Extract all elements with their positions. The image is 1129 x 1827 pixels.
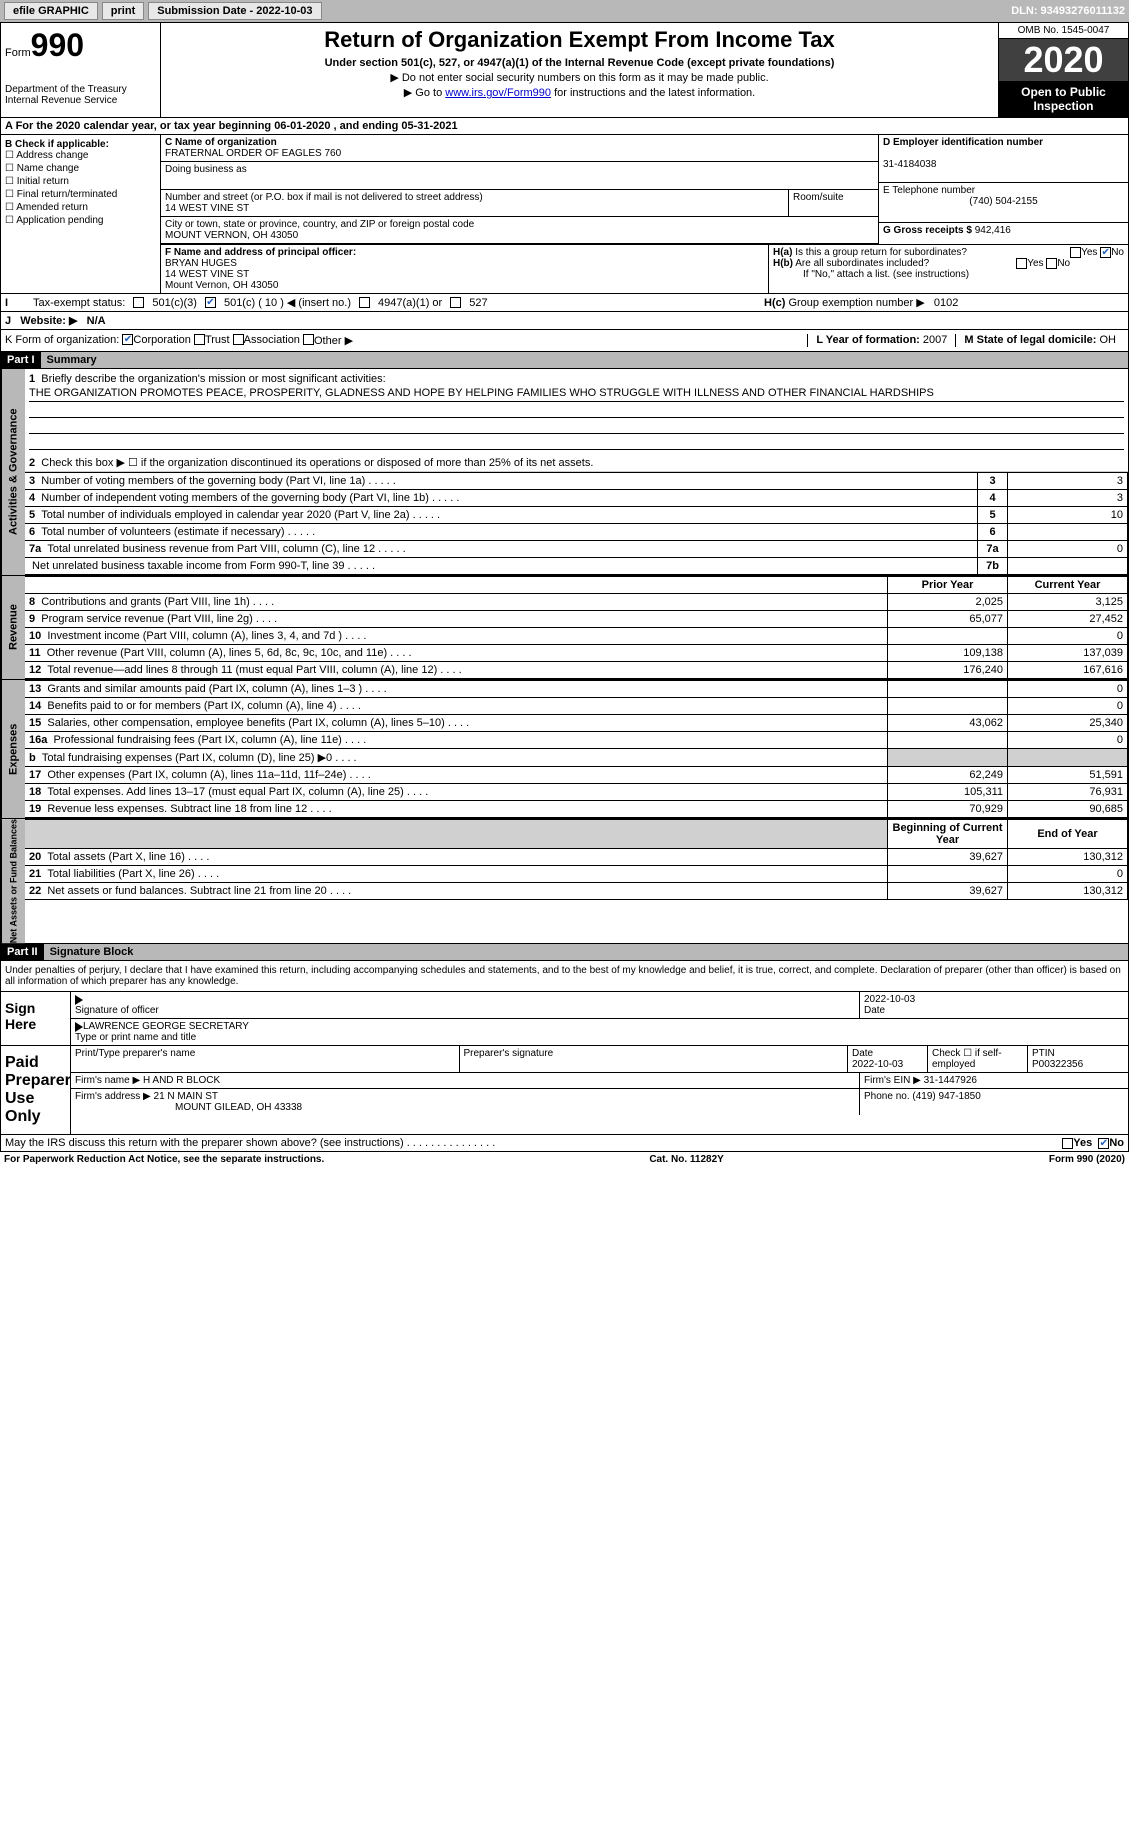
vtab-revenue: Revenue bbox=[1, 576, 25, 679]
form-word: Form bbox=[5, 47, 31, 59]
officer-typed: LAWRENCE GEORGE SECRETARY bbox=[83, 1021, 249, 1032]
paid-prep-label: Paid Preparer Use Only bbox=[1, 1046, 71, 1134]
street-address: 14 WEST VINE ST bbox=[165, 203, 249, 214]
sign-here-label: Sign Here bbox=[1, 992, 71, 1045]
entity-grid: B Check if applicable: ☐ Address change … bbox=[0, 135, 1129, 294]
open-inspection: Open to Public Inspection bbox=[999, 81, 1128, 117]
chk-amended[interactable]: ☐ Amended return bbox=[5, 202, 156, 213]
cat-no: Cat. No. 11282Y bbox=[649, 1154, 723, 1165]
prep-date: 2022-10-03 bbox=[852, 1059, 903, 1070]
org-form-row: K Form of organization: Corporation Trus… bbox=[0, 330, 1129, 352]
revenue-section: Revenue Prior YearCurrent Year8 Contribu… bbox=[0, 576, 1129, 680]
hb-no[interactable] bbox=[1046, 258, 1057, 269]
form-subtitle: Under section 501(c), 527, or 4947(a)(1)… bbox=[165, 57, 994, 69]
penalty-text: Under penalties of perjury, I declare th… bbox=[0, 961, 1129, 992]
chk-name[interactable]: ☐ Name change bbox=[5, 163, 156, 174]
irs-link[interactable]: www.irs.gov/Form990 bbox=[445, 87, 551, 99]
submission-date: Submission Date - 2022-10-03 bbox=[148, 2, 321, 20]
chk-501c3[interactable] bbox=[133, 297, 144, 308]
form-title: Return of Organization Exempt From Incom… bbox=[165, 27, 994, 53]
firm-name: H AND R BLOCK bbox=[143, 1075, 220, 1086]
chk-corp[interactable] bbox=[122, 334, 133, 345]
form-header: Form990 Department of the Treasury Inter… bbox=[0, 22, 1129, 118]
year-formation: 2007 bbox=[923, 334, 947, 346]
chk-501c[interactable] bbox=[205, 297, 216, 308]
firm-addr1: 21 N MAIN ST bbox=[154, 1091, 218, 1102]
chk-pending[interactable]: ☐ Application pending bbox=[5, 215, 156, 226]
ein: 31-4184038 bbox=[883, 159, 936, 170]
chk-trust[interactable] bbox=[194, 334, 205, 345]
vtab-governance: Activities & Governance bbox=[1, 369, 25, 575]
discuss-no[interactable] bbox=[1098, 1138, 1109, 1149]
firm-addr2: MOUNT GILEAD, OH 43338 bbox=[75, 1102, 302, 1113]
gross-receipts: 942,416 bbox=[975, 225, 1011, 236]
ptin: P00322356 bbox=[1032, 1059, 1083, 1070]
box-b: B Check if applicable: ☐ Address change … bbox=[1, 135, 161, 293]
revenue-table: Prior YearCurrent Year8 Contributions an… bbox=[25, 576, 1128, 679]
netassets-table: Beginning of Current YearEnd of Year20 T… bbox=[25, 819, 1128, 900]
governance-section: Activities & Governance 1 Briefly descri… bbox=[0, 369, 1129, 576]
sig-date: 2022-10-03 bbox=[864, 994, 915, 1005]
group-exemption: 0102 bbox=[934, 297, 958, 309]
expenses-table: 13 Grants and similar amounts paid (Part… bbox=[25, 680, 1128, 818]
self-employed[interactable]: Check ☐ if self-employed bbox=[928, 1046, 1028, 1072]
chk-address[interactable]: ☐ Address change bbox=[5, 150, 156, 161]
footer: For Paperwork Reduction Act Notice, see … bbox=[0, 1152, 1129, 1167]
ha-yes[interactable] bbox=[1070, 247, 1081, 258]
dept-label: Department of the Treasury Internal Reve… bbox=[5, 84, 156, 106]
officer-addr1: 14 WEST VINE ST bbox=[165, 269, 249, 280]
tax-year: 2020 bbox=[999, 39, 1128, 81]
sign-here-block: Sign Here Signature of officer 2022-10-0… bbox=[0, 992, 1129, 1046]
city-state-zip: MOUNT VERNON, OH 43050 bbox=[165, 230, 298, 241]
topbar: efile GRAPHIC print Submission Date - 20… bbox=[0, 0, 1129, 22]
org-name: FRATERNAL ORDER OF EAGLES 760 bbox=[165, 148, 341, 159]
phone: (740) 504-2155 bbox=[883, 196, 1124, 207]
paid-preparer-block: Paid Preparer Use Only Print/Type prepar… bbox=[0, 1046, 1129, 1135]
chk-4947[interactable] bbox=[359, 297, 370, 308]
form-number: 990 bbox=[31, 27, 84, 63]
chk-initial[interactable]: ☐ Initial return bbox=[5, 176, 156, 187]
website-row: J Website: ▶ N/A bbox=[0, 312, 1129, 330]
vtab-netassets: Net Assets or Fund Balances bbox=[1, 819, 25, 943]
omb-number: OMB No. 1545-0047 bbox=[999, 23, 1128, 39]
firm-ein: 31-1447926 bbox=[924, 1075, 977, 1086]
hb-yes[interactable] bbox=[1016, 258, 1027, 269]
print-btn[interactable]: print bbox=[102, 2, 144, 20]
part2-header: Part II Signature Block bbox=[0, 944, 1129, 961]
domicile: OH bbox=[1100, 334, 1117, 346]
arrow-icon bbox=[75, 995, 83, 1005]
ha-no[interactable] bbox=[1100, 247, 1111, 258]
chk-final[interactable]: ☐ Final return/terminated bbox=[5, 189, 156, 200]
part1-header: Part I Summary bbox=[0, 352, 1129, 369]
website: N/A bbox=[87, 315, 106, 327]
firm-phone: (419) 947-1850 bbox=[912, 1091, 980, 1102]
mission-text: THE ORGANIZATION PROMOTES PEACE, PROSPER… bbox=[29, 385, 1124, 402]
netassets-section: Net Assets or Fund Balances Beginning of… bbox=[0, 819, 1129, 944]
discuss-row: May the IRS discuss this return with the… bbox=[0, 1135, 1129, 1152]
efile-btn[interactable]: efile GRAPHIC bbox=[4, 2, 98, 20]
chk-527[interactable] bbox=[450, 297, 461, 308]
chk-other[interactable] bbox=[303, 334, 314, 345]
chk-assoc[interactable] bbox=[233, 334, 244, 345]
officer-name: BRYAN HUGES bbox=[165, 258, 237, 269]
discuss-yes[interactable] bbox=[1062, 1138, 1073, 1149]
period-row: A For the 2020 calendar year, or tax yea… bbox=[0, 118, 1129, 135]
dln: DLN: 93493276011132 bbox=[1011, 5, 1125, 17]
gov-table: 3 Number of voting members of the govern… bbox=[25, 472, 1128, 575]
expenses-section: Expenses 13 Grants and similar amounts p… bbox=[0, 680, 1129, 819]
vtab-expenses: Expenses bbox=[1, 680, 25, 818]
note-link: ▶ Go to www.irs.gov/Form990 for instruct… bbox=[165, 86, 994, 99]
officer-addr2: Mount Vernon, OH 43050 bbox=[165, 280, 278, 291]
note-ssn: ▶ Do not enter social security numbers o… bbox=[165, 71, 994, 84]
arrow-icon bbox=[75, 1022, 83, 1032]
tax-status-row: I Tax-exempt status: 501(c)(3) 501(c) ( … bbox=[0, 294, 1129, 312]
